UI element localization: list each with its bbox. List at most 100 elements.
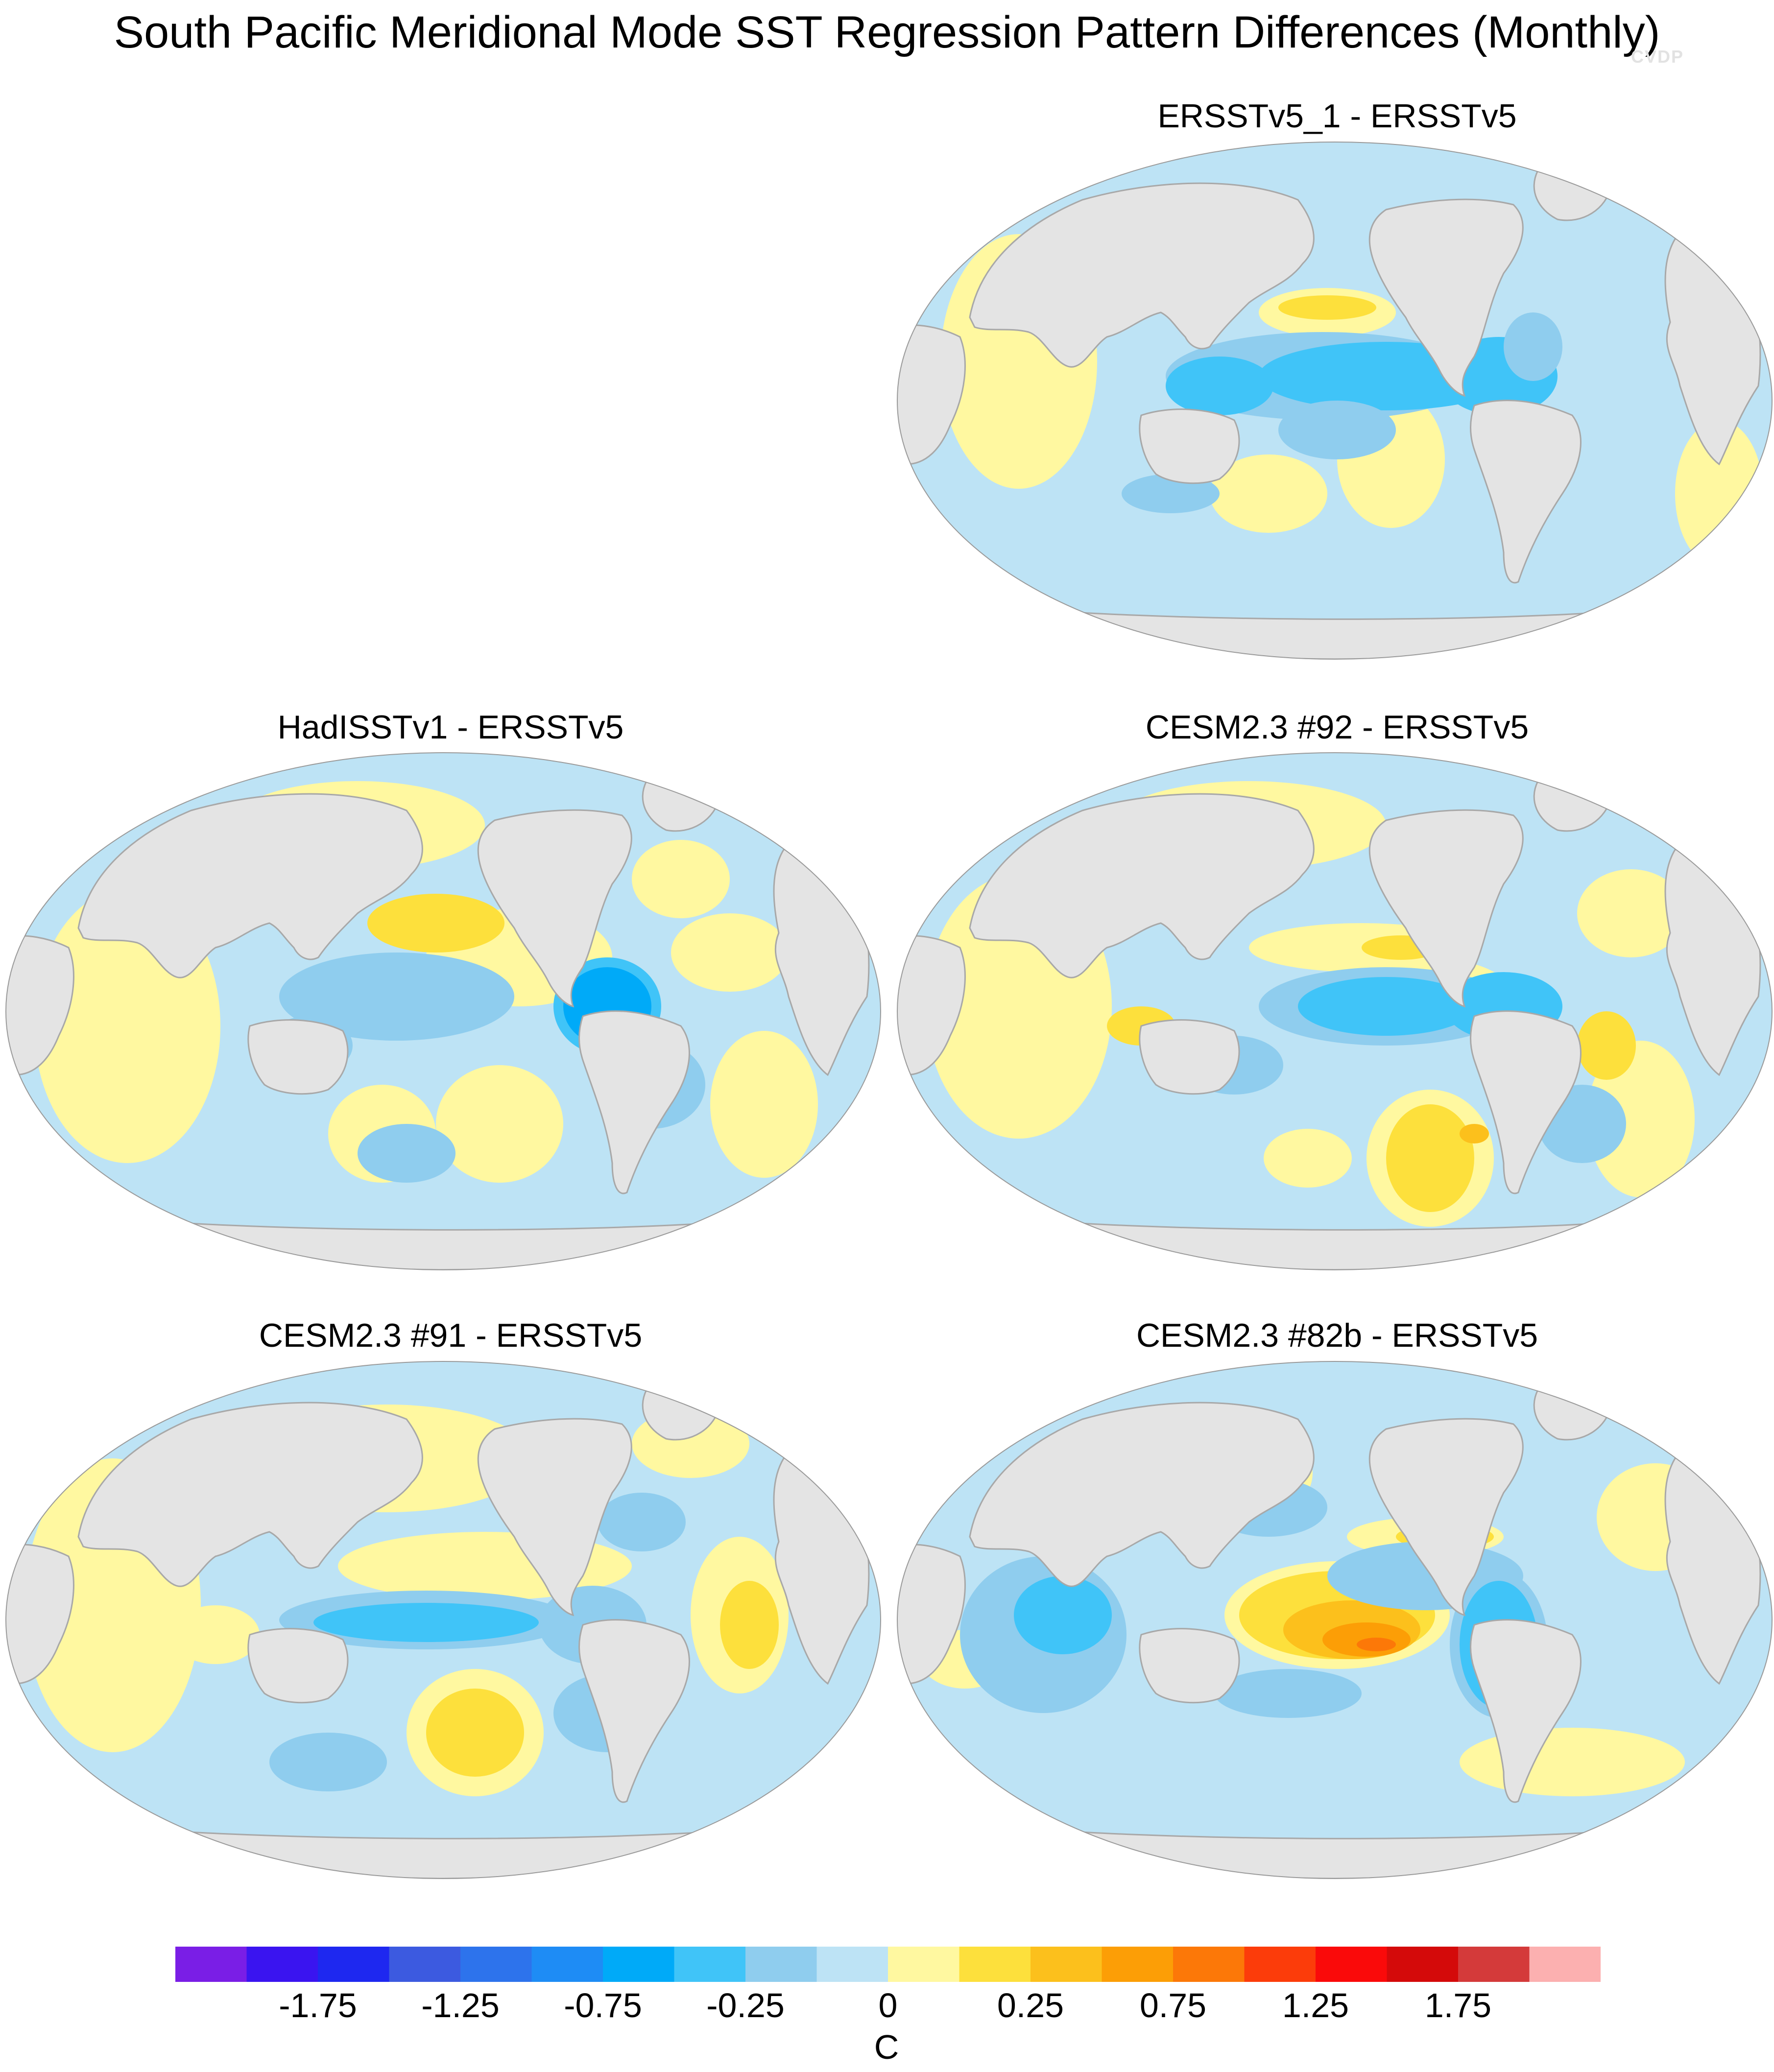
map-boundary [5, 1361, 881, 1879]
map-boundary [5, 752, 881, 1270]
sst-anomaly-contour [1215, 1669, 1362, 1718]
panel-title-cesm-82b: CESM2.3 #82b - ERSSTv5 [1136, 1317, 1538, 1354]
colorbar-tick-label: -1.25 [421, 1986, 500, 2024]
sst-anomaly-contour [1504, 312, 1562, 381]
credit-label: CVDP [1631, 47, 1684, 67]
colorbar-swatch [389, 1947, 461, 1982]
colorbar-swatch [1244, 1947, 1316, 1982]
land-mass [1470, 1619, 1582, 1803]
map-ersstv5-1 [897, 142, 1773, 660]
panel-title-ersstv5-1: ERSSTv5_1 - ERSSTv5 [1157, 97, 1517, 135]
map-cesm-91 [5, 1361, 881, 1879]
colorbar-swatch [959, 1947, 1031, 1982]
sst-anomaly-contour [598, 1493, 686, 1551]
panel-title-cesm-91: CESM2.3 #91 - ERSSTv5 [259, 1317, 643, 1354]
land-mass [247, 1019, 349, 1095]
sst-anomaly-contour [313, 1603, 539, 1642]
figure-title: South Pacific Meridional Mode SST Regres… [114, 7, 1660, 57]
sst-anomaly-contour [710, 1031, 818, 1178]
land-mass [77, 793, 423, 978]
panel-title-cesm-92: CESM2.3 #92 - ERSSTv5 [1145, 709, 1529, 746]
colorbar-swatch [1387, 1947, 1459, 1982]
colorbar-swatch [246, 1947, 318, 1982]
map-cesm-82b [897, 1361, 1773, 1879]
sst-anomaly-contour [367, 894, 504, 953]
colorbar-swatch [460, 1947, 532, 1982]
sst-anomaly-contour [720, 1581, 779, 1669]
land-mass [1139, 1628, 1240, 1704]
land-mass [1368, 198, 1524, 397]
land-mass [578, 1619, 690, 1803]
land-mass [1368, 809, 1524, 1008]
sst-anomaly-contour [426, 1689, 524, 1777]
colorbar-swatch [175, 1947, 247, 1982]
sst-anomaly-contour [269, 1733, 387, 1791]
sst-anomaly-contour [632, 840, 730, 918]
colorbar-swatch [816, 1947, 888, 1982]
land-mass [247, 1628, 349, 1704]
colorbar-swatch [1316, 1947, 1388, 1982]
sst-anomaly-contour [171, 1605, 260, 1664]
colorbar-tick-label: 0.75 [1139, 1986, 1207, 2024]
colorbar-swatch [1031, 1947, 1103, 1982]
colorbar-swatch [531, 1947, 603, 1982]
land-mass [969, 793, 1315, 978]
land-mass [1368, 1418, 1524, 1617]
colorbar-swatch [318, 1947, 390, 1982]
sst-anomaly-contour [358, 1124, 455, 1183]
land-mass [897, 935, 966, 1076]
colorbar-units: C [874, 2028, 899, 2066]
land-mass [477, 809, 632, 1008]
sst-anomaly-contour [1278, 401, 1396, 459]
sst-anomaly-contour [671, 913, 789, 992]
land-mass [897, 1544, 966, 1685]
land-mass [1470, 1010, 1582, 1194]
colorbar-tick-label: 0.25 [997, 1986, 1064, 2024]
sst-anomaly-contour [1278, 295, 1376, 320]
colorbar-tick-label: -0.75 [564, 1986, 642, 2024]
map-cesm-92 [897, 752, 1773, 1270]
colorbar-swatch [1529, 1947, 1601, 1982]
colorbar-swatch [674, 1947, 746, 1982]
land-mass [969, 1402, 1315, 1587]
colorbar-tick-label: -0.25 [706, 1986, 785, 2024]
sst-anomaly-contour [1577, 1011, 1636, 1080]
land-mass [897, 324, 966, 465]
map-boundary [897, 142, 1773, 660]
sst-anomaly-contour [1166, 357, 1273, 415]
colorbar-tick-label: 1.75 [1424, 1986, 1492, 2024]
sst-anomaly-contour [1460, 1124, 1489, 1143]
sst-anomaly-contour [436, 1065, 563, 1183]
colorbar [175, 1947, 1601, 1982]
colorbar-tick-label: 1.25 [1282, 1986, 1349, 2024]
sst-anomaly-contour [1357, 1638, 1396, 1651]
land-mass [6, 935, 74, 1076]
land-mass [1139, 1019, 1240, 1095]
land-mass [477, 1418, 632, 1617]
sst-anomaly-contour [1210, 454, 1327, 533]
colorbar-tick-label: -1.75 [279, 1986, 357, 2024]
map-boundary [897, 752, 1773, 1270]
sst-anomaly-contour [1298, 977, 1474, 1036]
colorbar-swatch [603, 1947, 675, 1982]
colorbar-swatch [888, 1947, 960, 1982]
sst-anomaly-contour [1264, 1129, 1352, 1188]
land-mass [77, 1402, 423, 1587]
sst-anomaly-contour [1577, 869, 1685, 957]
colorbar-swatch [1458, 1947, 1530, 1982]
colorbar-swatch [745, 1947, 817, 1982]
land-mass [1470, 400, 1582, 584]
map-hadisstv1 [5, 752, 881, 1270]
panel-title-hadisstv1: HadISSTv1 - ERSSTv5 [277, 709, 624, 746]
sst-anomaly-contour [279, 953, 514, 1041]
colorbar-tick-label: 0 [878, 1986, 898, 2024]
sst-anomaly-contour [1014, 1576, 1112, 1654]
colorbar-swatch [1102, 1947, 1174, 1982]
sst-anomaly-contour [1460, 1728, 1685, 1796]
land-mass [578, 1010, 690, 1194]
map-boundary [897, 1361, 1773, 1879]
land-mass [969, 182, 1315, 368]
sst-anomaly-contour [1386, 1104, 1474, 1212]
colorbar-swatch [1173, 1947, 1245, 1982]
land-mass [6, 1544, 74, 1685]
